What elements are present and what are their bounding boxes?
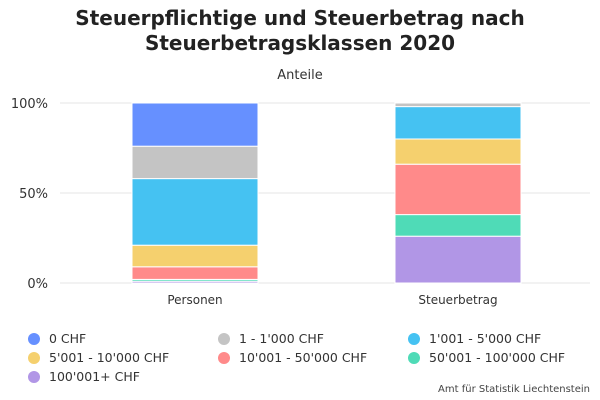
bar-segment-personen-2[interactable]	[131, 178, 259, 246]
legend-label: 10'001 - 50'000 CHF	[239, 350, 368, 365]
legend-swatch	[28, 332, 40, 345]
stacked-bar-chart: 0% 50% 100% Personen Steuerbetrag	[11, 97, 590, 307]
legend-swatch	[218, 332, 230, 345]
bar-segment-steuerbetrag-1[interactable]	[394, 102, 522, 108]
legend-label: 1 - 1'000 CHF	[239, 331, 324, 346]
bar-segment-steuerbetrag-5[interactable]	[394, 214, 522, 237]
legend: 0 CHF 1 - 1'000 CHF 1'001 - 5'000 CHF 5'001…	[28, 330, 588, 385]
bar-segment-steuerbetrag-2[interactable]	[394, 106, 522, 140]
bar-segment-steuerbetrag-3[interactable]	[394, 138, 522, 165]
bar-segment-personen-0[interactable]	[131, 102, 259, 147]
legend-label: 1'001 - 5'000 CHF	[429, 331, 542, 346]
x-category-label: Steuerbetrag	[418, 293, 497, 307]
y-tick-label: 50%	[19, 187, 48, 202]
x-category-label: Personen	[167, 293, 222, 307]
source-note: Amt für Statistik Liechtenstein	[438, 384, 590, 395]
legend-swatch	[408, 351, 420, 364]
legend-item[interactable]: 5'001 - 10'000 CHF	[28, 349, 218, 366]
legend-item[interactable]: 10'001 - 50'000 CHF	[218, 349, 408, 366]
bar-segment-steuerbetrag-4[interactable]	[394, 163, 522, 216]
chart-title-line-2: Steuerbetragsklassen 2020	[144, 31, 456, 55]
legend-label: 0 CHF	[49, 331, 87, 346]
legend-swatch	[218, 351, 230, 364]
chart-title: Steuerpflichtige und Steuerbetrag nach S…	[0, 6, 600, 56]
bars	[131, 102, 522, 284]
legend-label: 100'001+ CHF	[49, 369, 140, 384]
chart-title-line-1: Steuerpflichtige und Steuerbetrag nach	[75, 6, 525, 30]
legend-label: 5'001 - 10'000 CHF	[49, 350, 170, 365]
bar-segment-personen-4[interactable]	[131, 266, 259, 280]
y-tick-label: 100%	[11, 97, 48, 112]
legend-swatch	[28, 351, 40, 364]
legend-item[interactable]: 50'001 - 100'000 CHF	[408, 349, 588, 366]
legend-swatch	[408, 332, 420, 345]
y-tick-label: 0%	[27, 277, 48, 292]
legend-swatch	[28, 370, 40, 383]
x-axis-labels: Personen Steuerbetrag	[167, 293, 497, 307]
y-axis-ticks: 0% 50% 100%	[11, 97, 48, 292]
legend-item[interactable]: 1'001 - 5'000 CHF	[408, 330, 588, 347]
legend-item[interactable]: 1 - 1'000 CHF	[218, 330, 408, 347]
bar-segment-steuerbetrag-6[interactable]	[394, 235, 522, 284]
legend-label: 50'001 - 100'000 CHF	[429, 350, 566, 365]
bar-segment-personen-3[interactable]	[131, 244, 259, 268]
bar-segment-personen-1[interactable]	[131, 145, 259, 180]
legend-item[interactable]: 100'001+ CHF	[28, 368, 218, 385]
legend-item[interactable]: 0 CHF	[28, 330, 218, 347]
chart-subtitle: Anteile	[277, 68, 323, 83]
